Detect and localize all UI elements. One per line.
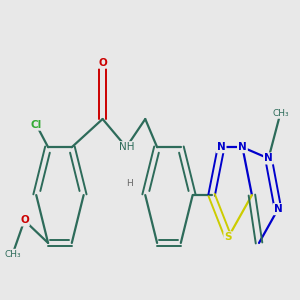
- Text: CH₃: CH₃: [272, 109, 289, 118]
- Text: CH₃: CH₃: [4, 250, 21, 259]
- Text: H: H: [127, 179, 133, 188]
- Text: O: O: [20, 215, 29, 225]
- Text: N: N: [274, 204, 282, 214]
- Text: S: S: [224, 232, 232, 242]
- Text: N: N: [264, 154, 273, 164]
- Text: Cl: Cl: [31, 120, 42, 130]
- Text: O: O: [98, 58, 107, 68]
- Text: NH: NH: [118, 142, 134, 152]
- Text: N: N: [217, 142, 226, 152]
- Text: N: N: [238, 142, 247, 152]
